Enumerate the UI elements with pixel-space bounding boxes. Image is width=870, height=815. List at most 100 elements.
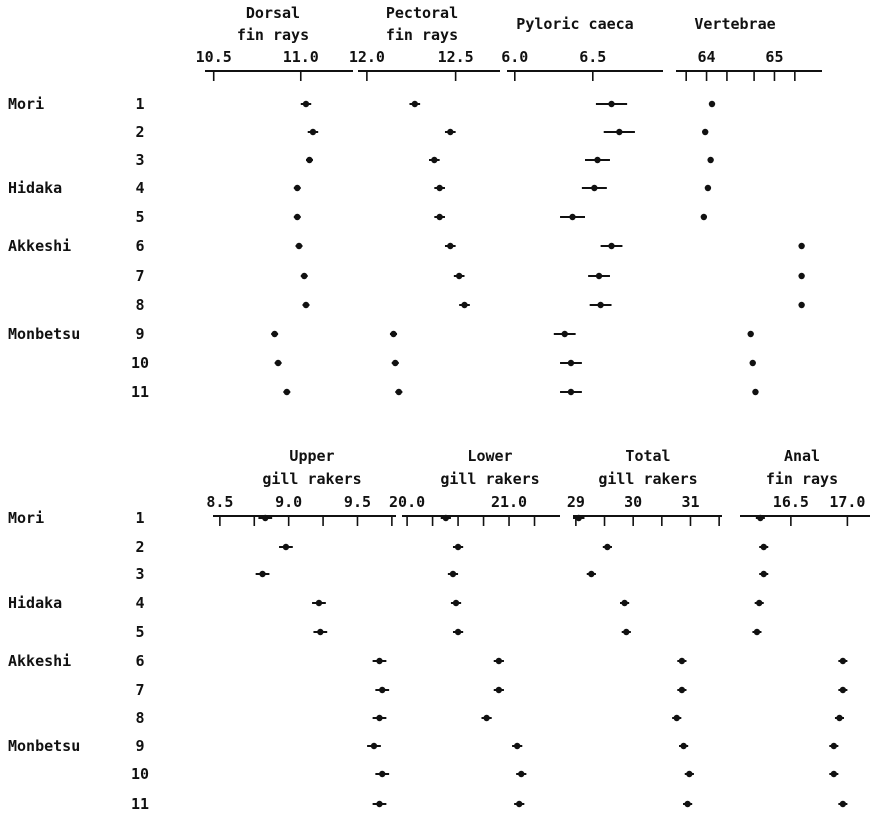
mean-point — [461, 301, 468, 309]
mean-point — [495, 657, 503, 665]
panel-title: Pectoral — [386, 4, 458, 22]
mean-point — [621, 599, 628, 607]
mean-point — [752, 388, 759, 396]
locality-label: Monbetsu — [8, 737, 80, 755]
locality-label: Akkeshi — [8, 652, 71, 670]
x-tick-label: 17.0 — [829, 493, 865, 511]
sample-number: 6 — [135, 237, 144, 255]
mean-point — [513, 742, 521, 750]
sample-number: 7 — [135, 681, 144, 699]
mean-point — [567, 388, 575, 396]
mean-point — [747, 330, 754, 338]
sample-number: 5 — [135, 208, 144, 226]
mean-point — [315, 599, 323, 607]
panel-title: fin rays — [386, 26, 458, 44]
mean-point — [447, 128, 454, 136]
mean-point — [271, 330, 278, 338]
sample-number: 8 — [135, 709, 144, 727]
panel-title: Lower — [467, 447, 512, 465]
sample-number: 8 — [135, 296, 144, 314]
x-tick-label: 20.0 — [389, 493, 425, 511]
sample-number: 10 — [131, 354, 149, 372]
mean-point — [262, 514, 269, 522]
mean-point — [678, 686, 686, 694]
mean-point — [449, 570, 457, 578]
mean-point — [376, 657, 383, 665]
mean-point — [302, 301, 310, 309]
mean-point — [411, 100, 418, 108]
mean-point — [749, 359, 756, 367]
sample-number: 7 — [135, 267, 144, 285]
panel-title: fin rays — [237, 26, 309, 44]
sample-number: 2 — [135, 538, 144, 556]
locality-label: Akkeshi — [8, 237, 71, 255]
mean-point — [616, 128, 623, 136]
sample-number: 4 — [135, 179, 144, 197]
mean-point — [431, 156, 438, 164]
mean-point — [317, 628, 324, 636]
sample-number: 5 — [135, 623, 144, 641]
x-tick-label: 21.0 — [491, 493, 527, 511]
mean-point — [436, 184, 443, 192]
mean-point — [798, 272, 805, 280]
mean-point — [395, 388, 403, 396]
mean-point — [830, 770, 838, 778]
sample-number: 11 — [131, 795, 149, 813]
mean-point — [569, 213, 576, 221]
sample-number: 4 — [135, 594, 144, 612]
mean-point — [376, 800, 383, 808]
mean-point — [283, 388, 291, 396]
mean-point — [684, 800, 691, 808]
mean-point — [306, 156, 313, 164]
locality-label: Hidaka — [8, 179, 62, 197]
locality-label: Hidaka — [8, 594, 62, 612]
mean-point — [455, 272, 463, 280]
sample-number: 2 — [135, 123, 144, 141]
mean-point — [376, 714, 383, 722]
x-tick-label: 12.5 — [438, 48, 474, 66]
mean-point — [686, 770, 693, 778]
panel-title: Total — [625, 447, 670, 465]
mean-point — [760, 570, 767, 578]
panel-title: gill rakers — [440, 470, 539, 488]
sample-number: 1 — [135, 509, 144, 527]
mean-point — [516, 800, 523, 808]
x-tick-label: 10.5 — [196, 48, 232, 66]
mean-point — [702, 128, 709, 136]
mean-point — [673, 714, 680, 722]
mean-point — [454, 543, 462, 551]
mean-point — [839, 800, 847, 808]
panel-title: gill rakers — [262, 470, 361, 488]
mean-point — [700, 213, 708, 221]
sample-number: 6 — [135, 652, 144, 670]
panel-title: Vertebrae — [694, 15, 775, 33]
panel-title: Anal — [784, 447, 820, 465]
x-tick-label: 9.5 — [344, 493, 371, 511]
x-tick-label: 29 — [567, 493, 585, 511]
mean-point — [756, 599, 763, 607]
panel-title: Dorsal — [246, 4, 300, 22]
mean-point — [567, 359, 575, 367]
mean-point — [757, 514, 764, 522]
mean-point — [259, 570, 266, 578]
mean-point — [392, 359, 399, 367]
mean-point — [798, 242, 805, 250]
mean-point — [830, 742, 838, 750]
mean-point — [294, 184, 301, 192]
mean-point — [708, 100, 716, 108]
mean-point — [282, 543, 290, 551]
mean-point — [839, 657, 847, 665]
sample-number: 3 — [135, 565, 144, 583]
locality-label: Monbetsu — [8, 325, 80, 343]
mean-point — [379, 770, 386, 778]
sample-number: 9 — [135, 737, 144, 755]
mean-point — [678, 657, 686, 665]
mean-point — [295, 242, 303, 250]
mean-point — [836, 714, 843, 722]
mean-point — [839, 686, 847, 694]
x-tick-label: 65 — [765, 48, 783, 66]
mean-point — [591, 184, 598, 192]
x-tick-label: 64 — [698, 48, 716, 66]
panel-title: fin rays — [766, 470, 838, 488]
